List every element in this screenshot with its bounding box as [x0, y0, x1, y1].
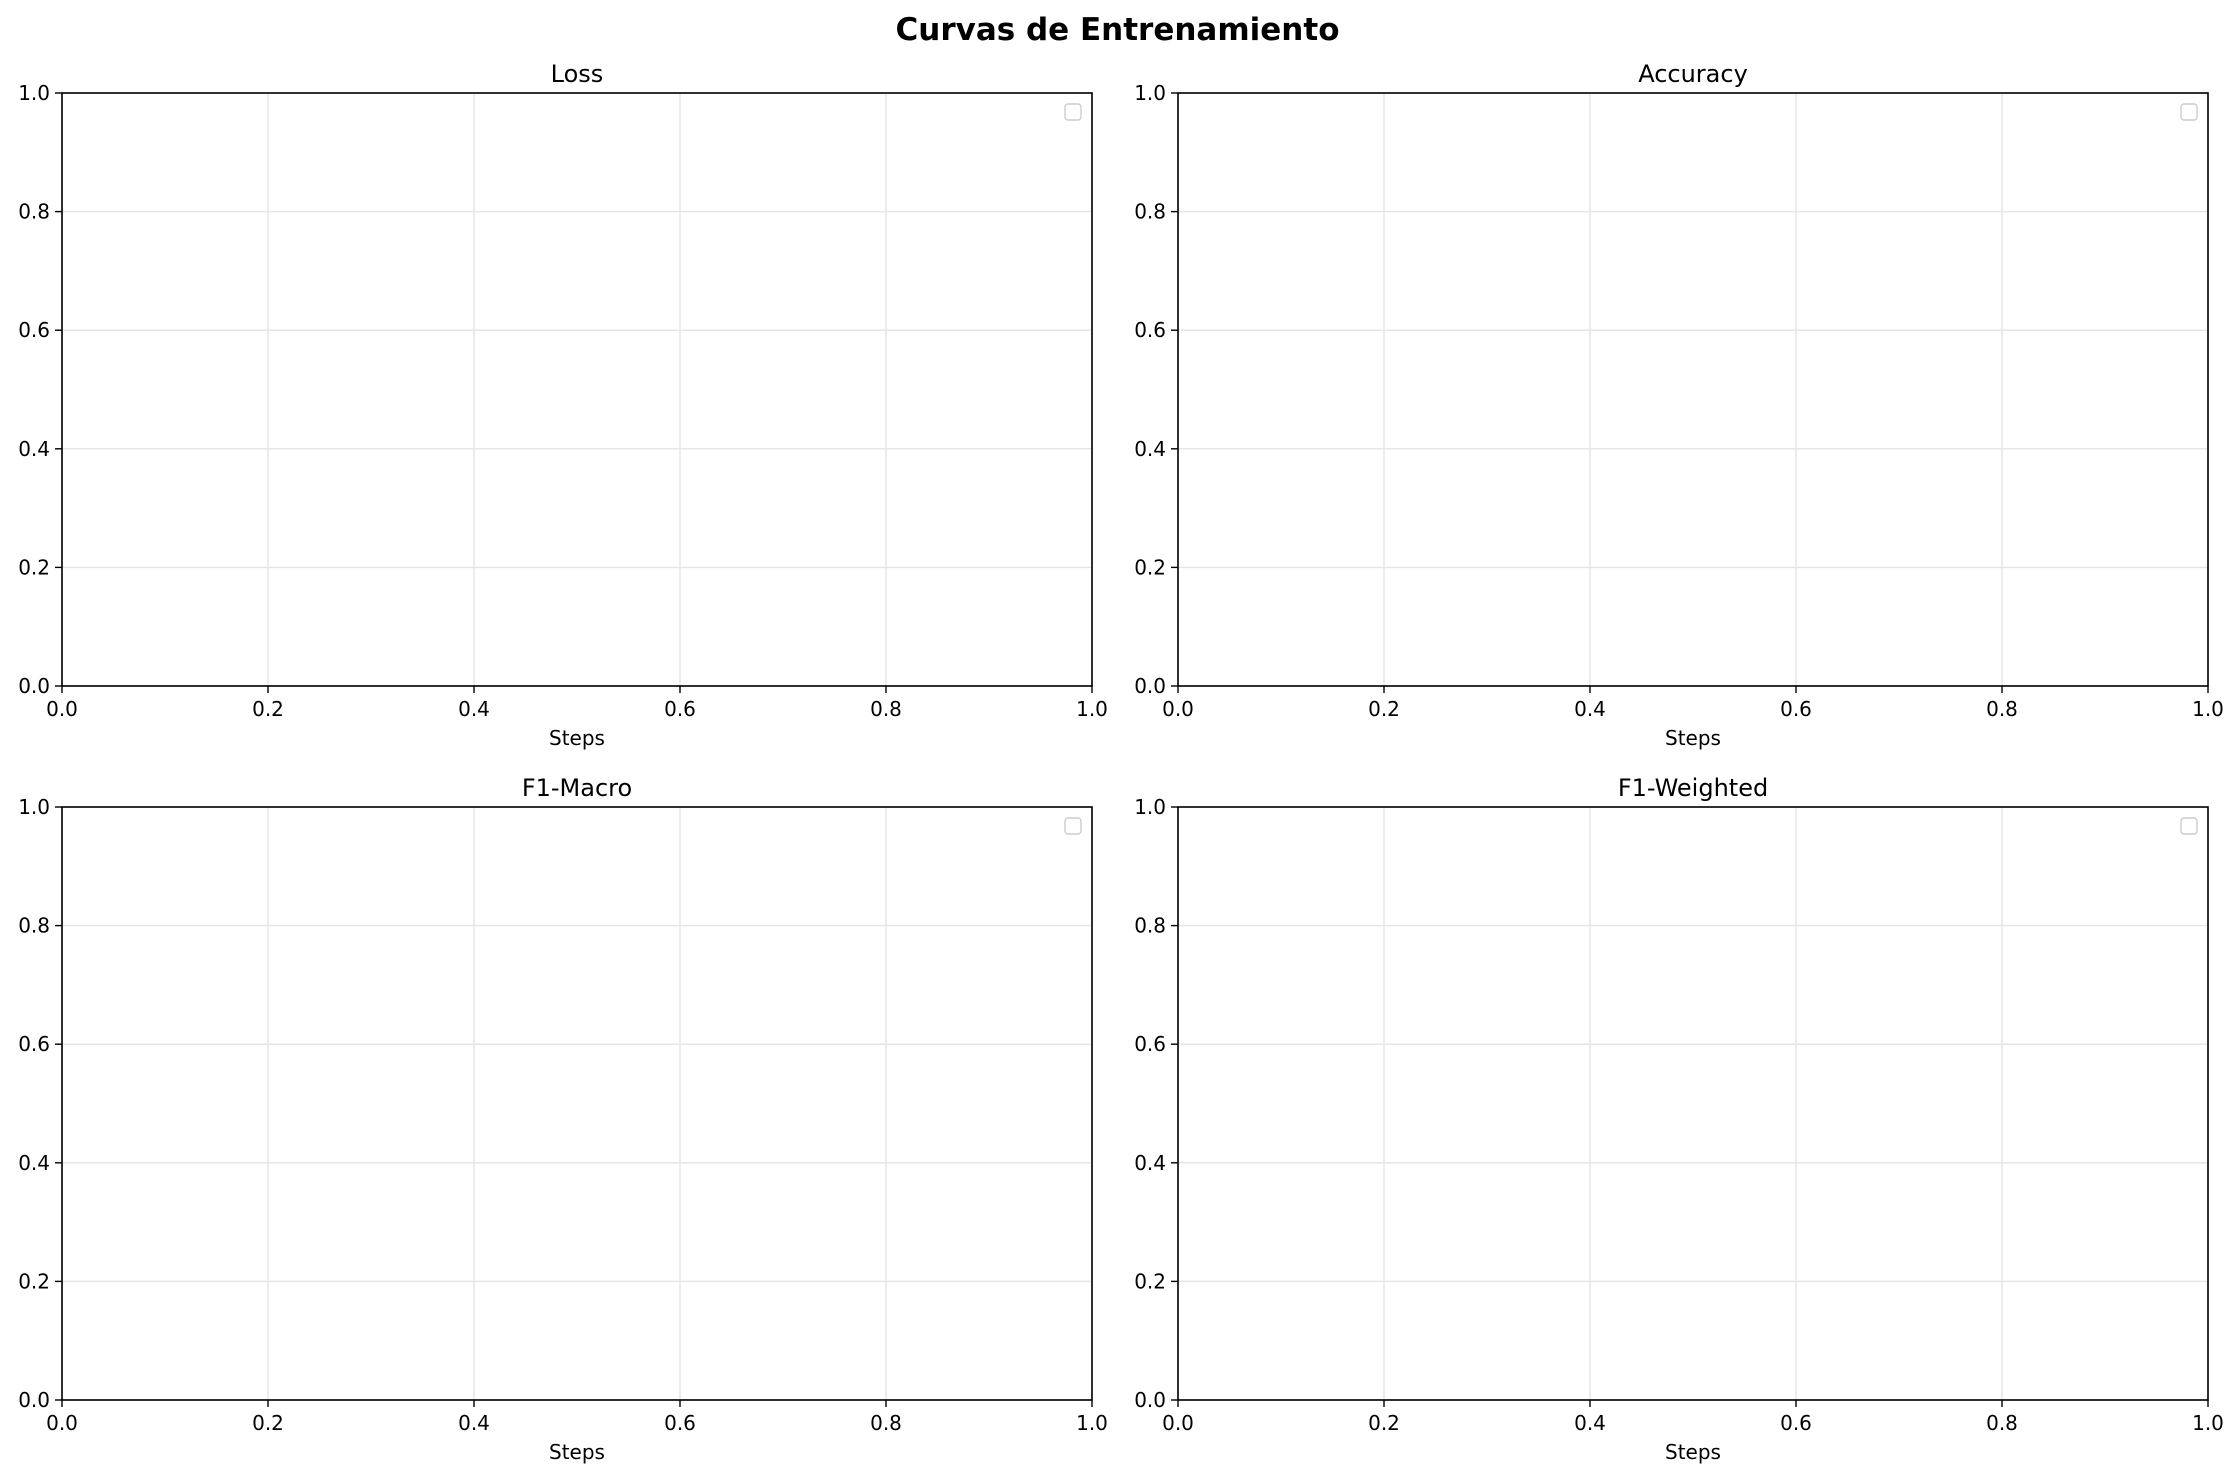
legend-box [2180, 817, 2198, 835]
x-tick-label: 0.4 [458, 697, 490, 721]
x-tick-label: 0.2 [252, 1411, 284, 1435]
x-axis-label: Steps [549, 1440, 605, 1464]
x-tick-label: 1.0 [2192, 697, 2224, 721]
plot-frame [61, 92, 1093, 687]
subplot-2: 0.0 0.2 0.4 0.6 0.8 1.0 0.0 0.2 0.4 0.6 0.8 1.0 Accu… [1134, 60, 2224, 750]
legend-box [1064, 817, 1082, 835]
subplot-3: 0.0 0.2 0.4 0.6 0.8 1.0 0.0 0.2 0.4 0.6 0.8 1.0 F1-M… [18, 774, 1108, 1464]
y-tick-label: 0.2 [18, 1269, 50, 1293]
y-tick-label: 0.6 [18, 318, 50, 342]
y-tick-label: 1.0 [18, 81, 50, 105]
x-tick-label: 0.8 [870, 1411, 902, 1435]
plot-frame [61, 806, 1093, 1401]
x-tick-label: 0.4 [458, 1411, 490, 1435]
y-tick-label: 1.0 [1134, 795, 1166, 819]
x-tick-label: 1.0 [1076, 697, 1108, 721]
x-axis-label: Steps [1665, 726, 1721, 750]
y-tick-label: 0.2 [1134, 555, 1166, 579]
plot-frame [1177, 806, 2209, 1401]
plot-frame [1177, 92, 2209, 687]
legend-box [1064, 103, 1082, 121]
figure-title: Curvas de Entrenamiento [895, 12, 1340, 48]
y-tick-label: 0.0 [18, 674, 50, 698]
y-tick-label: 0.6 [1134, 1032, 1166, 1056]
x-axis-label: Steps [549, 726, 605, 750]
y-tick-label: 0.6 [18, 1032, 50, 1056]
x-tick-label: 0.8 [1986, 697, 2018, 721]
x-tick-label: 0.8 [1986, 1411, 2018, 1435]
y-tick-label: 0.0 [1134, 1388, 1166, 1412]
y-tick-label: 0.2 [18, 555, 50, 579]
y-tick-label: 0.8 [1134, 914, 1166, 938]
x-axis-label: Steps [1665, 1440, 1721, 1464]
x-tick-label: 0.2 [252, 697, 284, 721]
y-tick-label: 1.0 [18, 795, 50, 819]
x-tick-label: 0.0 [1162, 1411, 1194, 1435]
y-tick-label: 0.4 [1134, 1151, 1166, 1175]
subplot-1: 0.0 0.2 0.4 0.6 0.8 1.0 0.0 0.2 0.4 0.6 0.8 1.0 Loss… [18, 60, 1108, 750]
subplot-title: Loss [551, 60, 604, 88]
y-tick-label: 0.4 [1134, 437, 1166, 461]
subplot-title: F1-Weighted [1618, 774, 1768, 802]
x-tick-label: 0.0 [1162, 697, 1194, 721]
y-tick-label: 0.8 [18, 200, 50, 224]
y-tick-label: 0.2 [1134, 1269, 1166, 1293]
y-tick-label: 0.0 [18, 1388, 50, 1412]
x-tick-label: 0.2 [1368, 697, 1400, 721]
x-tick-label: 0.0 [46, 1411, 78, 1435]
y-tick-label: 0.4 [18, 437, 50, 461]
x-tick-label: 0.4 [1574, 697, 1606, 721]
subplot-4: 0.0 0.2 0.4 0.6 0.8 1.0 0.0 0.2 0.4 0.6 0.8 1.0 F1-W… [1134, 774, 2224, 1464]
legend-box [2180, 103, 2198, 121]
x-tick-label: 0.2 [1368, 1411, 1400, 1435]
x-tick-label: 0.4 [1574, 1411, 1606, 1435]
y-tick-label: 0.0 [1134, 674, 1166, 698]
x-tick-label: 0.6 [1780, 1411, 1812, 1435]
x-tick-label: 0.6 [1780, 697, 1812, 721]
subplot-title: Accuracy [1638, 60, 1748, 88]
x-tick-label: 1.0 [2192, 1411, 2224, 1435]
x-tick-label: 0.8 [870, 697, 902, 721]
x-tick-label: 0.6 [664, 697, 696, 721]
y-tick-label: 1.0 [1134, 81, 1166, 105]
x-tick-label: 0.6 [664, 1411, 696, 1435]
y-tick-label: 0.8 [1134, 200, 1166, 224]
y-tick-label: 0.4 [18, 1151, 50, 1175]
x-tick-label: 1.0 [1076, 1411, 1108, 1435]
subplot-title: F1-Macro [522, 774, 632, 802]
x-tick-label: 0.0 [46, 697, 78, 721]
y-tick-label: 0.8 [18, 914, 50, 938]
y-tick-label: 0.6 [1134, 318, 1166, 342]
